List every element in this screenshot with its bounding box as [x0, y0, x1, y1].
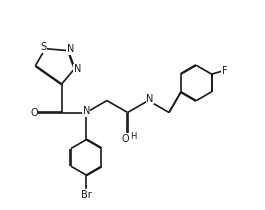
Text: N: N [67, 44, 74, 54]
Text: N: N [146, 94, 153, 104]
Text: N: N [82, 106, 90, 116]
Text: S: S [40, 42, 46, 52]
Text: H: H [130, 133, 137, 142]
Text: N: N [74, 64, 81, 74]
Text: F: F [222, 66, 228, 76]
Text: O: O [121, 134, 129, 144]
Text: Br: Br [81, 190, 92, 200]
Text: O: O [30, 108, 38, 118]
